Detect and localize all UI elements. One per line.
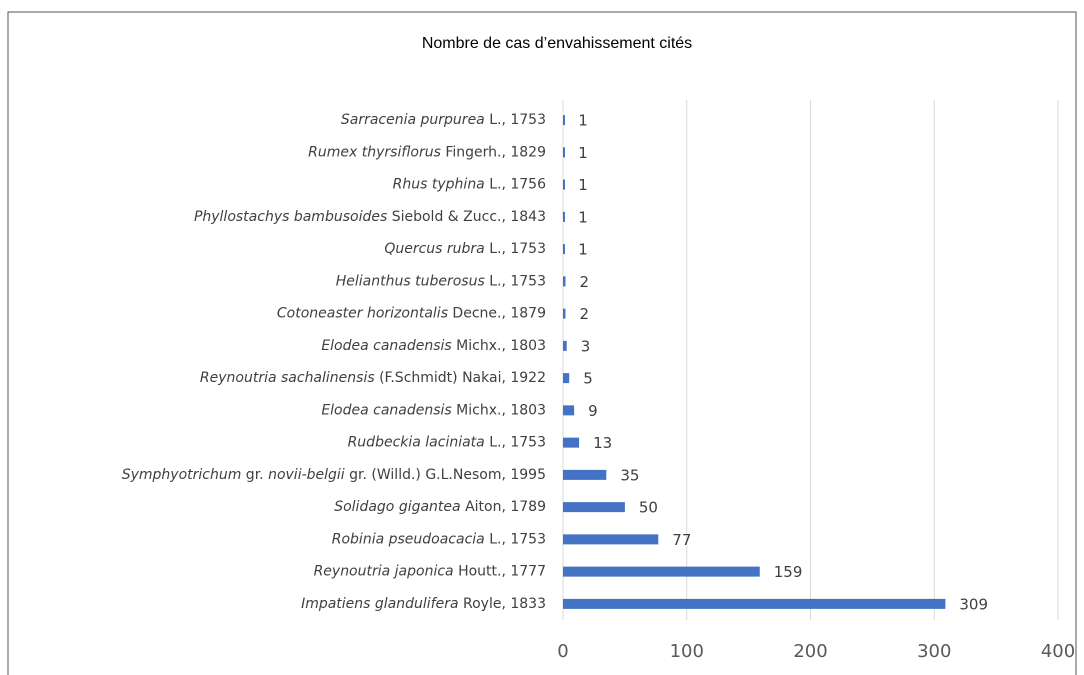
y-tick-label: Helianthus tuberosus L., 1753 (336, 273, 546, 289)
label-part: Rhus typhina (393, 177, 485, 193)
label-part: L., 1753 (485, 112, 546, 128)
bar (563, 115, 565, 126)
bar (563, 437, 580, 448)
value-label: 3 (581, 337, 591, 355)
label-part: L., 1753 (485, 435, 546, 451)
value-label: 77 (672, 531, 691, 549)
bar (563, 211, 565, 222)
label-part: novii-belgii (268, 467, 345, 483)
label-part: L., 1753 (485, 531, 546, 547)
label-part: Robinia pseudoacacia (332, 531, 485, 547)
y-tick-label: Impatiens glandulifera Royle, 1833 (301, 596, 546, 612)
label-part: L., 1753 (485, 241, 546, 257)
y-tick-label: Solidago gigantea Aiton, 1789 (334, 499, 546, 515)
label-part: Michx., 1803 (452, 338, 546, 354)
bar (563, 469, 607, 480)
frame (7, 11, 1077, 675)
x-tick-label: 300 (917, 641, 951, 662)
label-part: Impatiens glandulifera (301, 596, 459, 612)
y-tick-label: Rudbeckia laciniata L., 1753 (348, 435, 546, 451)
label-part: Reynoutria japonica (314, 564, 454, 580)
bar (563, 405, 575, 416)
value-label: 159 (774, 563, 803, 581)
x-tick-label: 200 (793, 641, 827, 662)
value-label: 9 (588, 402, 598, 420)
label-part: Rudbeckia laciniata (348, 435, 485, 451)
y-tick-label: Quercus rubra L., 1753 (384, 241, 546, 257)
value-label: 35 (620, 466, 639, 484)
label-part: Sarracenia purpurea (341, 112, 485, 128)
y-tick-label: Elodea canadensis Michx., 1803 (321, 338, 546, 354)
bar (563, 179, 565, 190)
bar (563, 566, 760, 577)
label-part: Decne., 1879 (448, 306, 546, 322)
label-part: Reynoutria sachalinensis (200, 370, 375, 386)
label-part: Rumex thyrsiflorus (308, 144, 441, 160)
value-label: 1 (578, 144, 588, 162)
x-tick-label: 0 (557, 641, 568, 662)
y-tick-label: Phyllostachys bambusoides Siebold & Zucc… (194, 209, 546, 225)
bar (563, 340, 567, 351)
label-part: Solidago gigantea (334, 499, 460, 515)
label-part: Houtt., 1777 (454, 564, 546, 580)
x-tick-label: 400 (1041, 641, 1075, 662)
bar (563, 147, 565, 158)
label-part: (F.Schmidt) Nakai, 1922 (375, 370, 546, 386)
y-tick-label: Reynoutria sachalinensis (F.Schmidt) Nak… (200, 370, 546, 386)
y-tick-label: Rumex thyrsiflorus Fingerh., 1829 (308, 144, 546, 160)
label-part: Siebold & Zucc., 1843 (387, 209, 546, 225)
y-tick-label: Sarracenia purpurea L., 1753 (341, 112, 546, 128)
label-part: L., 1753 (485, 273, 546, 289)
label-part: Aiton, 1789 (461, 499, 546, 515)
bar (563, 502, 625, 513)
bar (563, 373, 570, 384)
label-part: gr. (Willd.) G.L.Nesom, 1995 (345, 467, 546, 483)
bar (563, 534, 659, 545)
label-part: Quercus rubra (384, 241, 484, 257)
y-tick-label: Cotoneaster horizontalis Decne., 1879 (277, 306, 546, 322)
bar (563, 308, 566, 319)
y-tick-label: Elodea canadensis Michx., 1803 (321, 402, 546, 418)
value-label: 13 (593, 434, 612, 452)
y-tick-label: Rhus typhina L., 1756 (393, 177, 546, 193)
value-label: 309 (959, 595, 988, 613)
label-part: L., 1756 (485, 177, 546, 193)
value-label: 5 (583, 370, 593, 388)
value-label: 50 (639, 499, 658, 517)
bar (563, 598, 946, 609)
label-part: Symphyotrichum (122, 467, 242, 483)
value-label: 1 (578, 176, 588, 194)
y-tick-label: Reynoutria japonica Houtt., 1777 (314, 564, 546, 580)
label-part: Royle, 1833 (459, 596, 546, 612)
x-tick-label: 100 (670, 641, 704, 662)
label-part: Fingerh., 1829 (441, 144, 546, 160)
label-part: Michx., 1803 (452, 402, 546, 418)
value-label: 2 (579, 273, 589, 291)
label-part: Elodea canadensis (321, 402, 451, 418)
y-tick-label: Robinia pseudoacacia L., 1753 (332, 531, 546, 547)
value-label: 1 (578, 208, 588, 226)
label-part: Helianthus tuberosus (336, 273, 485, 289)
y-tick-label: Symphyotrichum gr. novii-belgii gr. (Wil… (122, 467, 546, 483)
label-part: Phyllostachys bambusoides (194, 209, 387, 225)
value-label: 1 (578, 241, 588, 259)
value-label: 1 (578, 112, 588, 130)
label-part: gr. (241, 467, 268, 483)
label-part: Cotoneaster horizontalis (277, 306, 448, 322)
value-label: 2 (579, 305, 589, 323)
label-part: Elodea canadensis (321, 338, 451, 354)
bar (563, 276, 566, 287)
chart-title: Nombre de cas d’envahissement cités (422, 35, 692, 52)
bar (563, 244, 565, 255)
